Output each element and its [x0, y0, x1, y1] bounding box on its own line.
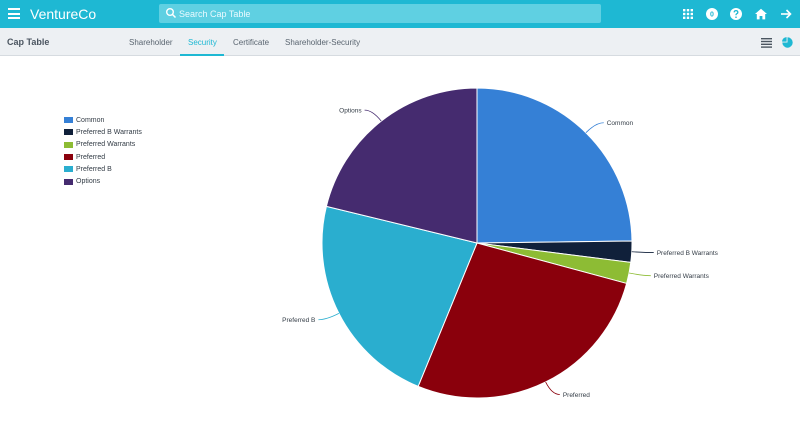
- notification-count: 0: [710, 12, 714, 19]
- legend-item-preferred-warrants[interactable]: Preferred Warrants: [64, 139, 142, 151]
- legend-label: Options: [76, 178, 101, 186]
- slice-label-preferred-b: Preferred B: [282, 317, 315, 324]
- pie-slice-preferred-warrants[interactable]: [476, 242, 632, 285]
- legend-item-preferred[interactable]: Preferred: [64, 151, 142, 163]
- home-icon[interactable]: [754, 7, 768, 21]
- hamburger-menu-icon[interactable]: [8, 8, 20, 19]
- notification-badge[interactable]: 0: [705, 7, 719, 21]
- slice-leader-line: [318, 313, 340, 321]
- pie-slice-preferred-b[interactable]: [321, 205, 478, 388]
- slice-label-preferred-warrants: Preferred Warrants: [654, 273, 710, 280]
- tab-shareholder[interactable]: Shareholder: [129, 38, 173, 47]
- top-bar: VentureCo 0: [0, 0, 800, 28]
- logout-arrow-icon[interactable]: [779, 7, 793, 21]
- help-icon[interactable]: [729, 7, 743, 21]
- slice-label-preferred-b-warrants: Preferred B Warrants: [657, 250, 719, 257]
- legend-label: Preferred Warrants: [76, 141, 136, 149]
- slice-leader-line: [545, 381, 560, 395]
- sub-header: Cap Table Shareholder Security Certifica…: [0, 28, 800, 56]
- legend-swatch: [64, 178, 73, 185]
- search-box[interactable]: [159, 4, 601, 23]
- legend-item-common[interactable]: Common: [64, 114, 142, 126]
- tab-security[interactable]: Security: [188, 38, 217, 47]
- page-title: Cap Table: [7, 37, 50, 47]
- legend-item-preferred-b[interactable]: Preferred B: [64, 163, 142, 175]
- app-name[interactable]: VentureCo: [30, 6, 97, 22]
- legend-swatch: [64, 154, 73, 161]
- search-icon: [166, 8, 177, 19]
- pie-slice-preferred-b-warrants[interactable]: [476, 240, 633, 263]
- legend-label: Common: [76, 116, 105, 124]
- legend-label: Preferred: [76, 153, 106, 161]
- slice-leader-line: [364, 109, 382, 122]
- chart-view-icon[interactable]: [782, 37, 793, 48]
- legend-swatch: [64, 141, 73, 148]
- slice-leader-line: [628, 272, 651, 277]
- legend-item-preferred-b-warrants[interactable]: Preferred B Warrants: [64, 126, 142, 138]
- active-tab-indicator: [180, 54, 224, 56]
- chart-legend: Common Preferred B Warrants Preferred Warr…: [64, 114, 142, 188]
- legend-label: Preferred B: [76, 165, 112, 173]
- legend-swatch: [64, 166, 73, 173]
- slice-leader-line: [631, 251, 654, 253]
- legend-label: Preferred B Warrants: [76, 128, 142, 136]
- search-input[interactable]: [179, 4, 579, 23]
- pie-slice-common[interactable]: [476, 87, 633, 244]
- pie-slice-preferred[interactable]: [417, 242, 628, 399]
- legend-swatch: [64, 117, 73, 124]
- legend-swatch: [64, 129, 73, 136]
- slice-label-preferred: Preferred: [563, 392, 590, 399]
- tab-shareholder-security[interactable]: Shareholder-Security: [285, 38, 361, 47]
- slice-label-options: Options: [339, 107, 362, 114]
- legend-item-options[interactable]: Options: [64, 175, 142, 187]
- pie-slice-options[interactable]: [325, 87, 478, 244]
- apps-grid-icon[interactable]: [681, 7, 695, 21]
- slice-leader-line: [585, 122, 604, 133]
- list-view-icon[interactable]: [761, 37, 772, 48]
- tab-certificate[interactable]: Certificate: [233, 38, 270, 47]
- slice-label-common: Common: [607, 120, 634, 127]
